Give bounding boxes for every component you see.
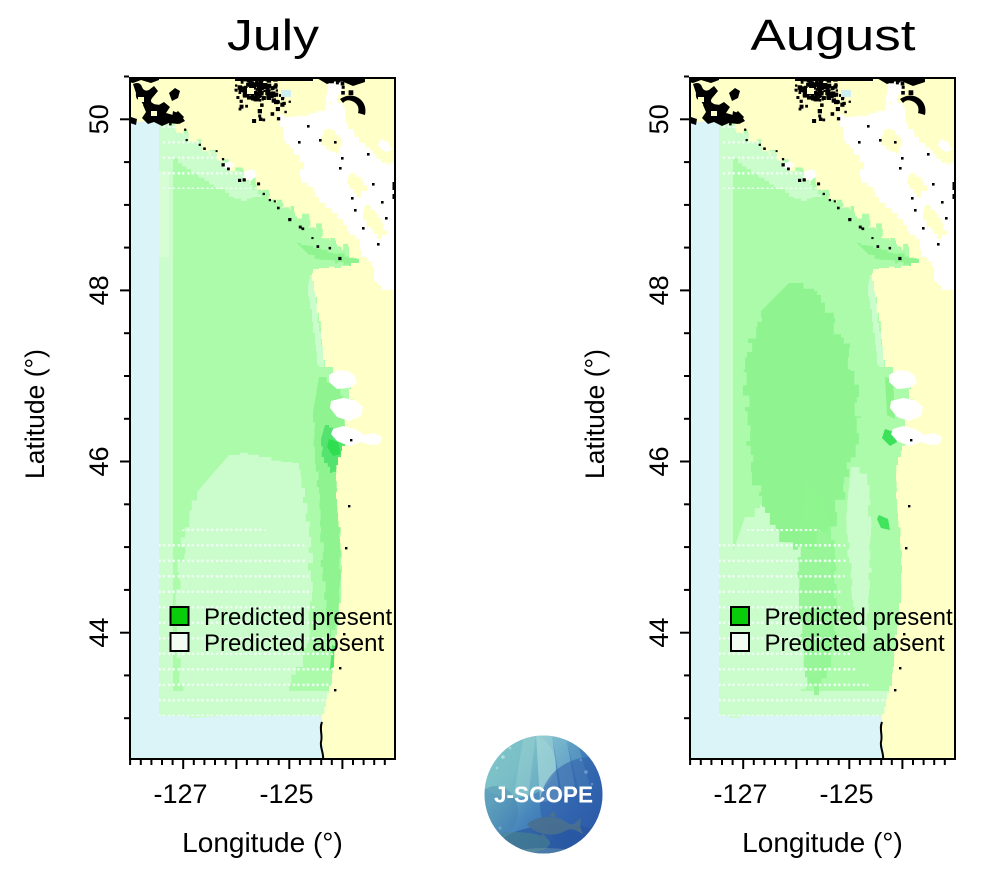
svg-text:-125: -125 — [259, 779, 313, 809]
svg-text:Predicted absent: Predicted absent — [765, 630, 945, 657]
svg-text:44: 44 — [644, 618, 674, 648]
svg-text:50: 50 — [644, 104, 674, 134]
svg-text:Predicted present: Predicted present — [765, 604, 953, 631]
svg-text:50: 50 — [84, 104, 114, 134]
svg-text:July: July — [227, 11, 319, 60]
svg-text:46: 46 — [644, 446, 674, 476]
svg-text:-127: -127 — [713, 779, 767, 809]
svg-text:Latitude (°): Latitude (°) — [20, 349, 50, 479]
svg-text:Latitude (°): Latitude (°) — [580, 349, 610, 479]
svg-text:August: August — [751, 11, 916, 60]
svg-text:46: 46 — [84, 446, 114, 476]
svg-text:J-SCOPE: J-SCOPE — [494, 782, 593, 808]
svg-text:-127: -127 — [153, 779, 207, 809]
svg-text:48: 48 — [84, 275, 114, 305]
svg-text:44: 44 — [84, 618, 114, 648]
svg-text:-125: -125 — [819, 779, 873, 809]
svg-text:48: 48 — [644, 275, 674, 305]
svg-text:Predicted present: Predicted present — [204, 604, 392, 631]
svg-text:Longitude (°): Longitude (°) — [742, 827, 903, 858]
svg-text:Predicted absent: Predicted absent — [204, 630, 384, 657]
svg-text:Longitude (°): Longitude (°) — [182, 827, 343, 858]
